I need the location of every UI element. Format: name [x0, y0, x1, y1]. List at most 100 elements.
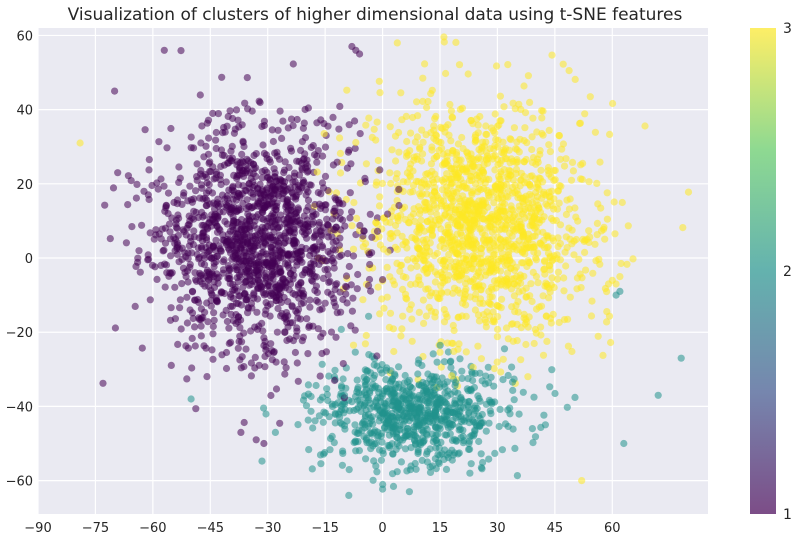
scatter-point-class-3 — [641, 122, 649, 130]
scatter-point-class-3 — [522, 155, 530, 164]
scatter-point-class-3 — [517, 356, 525, 364]
scatter-point-class-1 — [297, 219, 305, 228]
scatter-point-class-3 — [407, 129, 415, 137]
scatter-point-class-2 — [434, 458, 442, 466]
scatter-point-class-1 — [202, 234, 211, 242]
scatter-point-class-1 — [241, 249, 249, 257]
scatter-point-class-1 — [344, 250, 352, 258]
scatter-point-class-3 — [406, 147, 414, 155]
scatter-point-class-1 — [210, 283, 219, 291]
scatter-point-class-1 — [197, 271, 205, 279]
scatter-point-class-3 — [471, 284, 479, 292]
scatter-point-class-1 — [339, 295, 347, 304]
scatter-point-class-1 — [252, 164, 260, 172]
scatter-point-class-3 — [537, 331, 545, 339]
scatter-point-class-3 — [465, 177, 474, 185]
scatter-point-class-1 — [166, 228, 174, 236]
scatter-point-class-1 — [247, 174, 255, 182]
scatter-point-class-3 — [359, 243, 367, 251]
scatter-point-class-3 — [572, 235, 580, 244]
scatter-point-class-3 — [460, 295, 468, 303]
scatter-point-class-2 — [362, 455, 370, 463]
scatter-point-class-3 — [448, 238, 456, 246]
scatter-point-class-2 — [353, 376, 361, 384]
scatter-point-class-1 — [228, 241, 236, 249]
scatter-point-class-3 — [438, 289, 446, 297]
y-tick-label: 40 — [16, 104, 33, 119]
scatter-point-class-3 — [585, 238, 593, 246]
scatter-point-class-1 — [191, 323, 199, 331]
scatter-point-class-3 — [530, 213, 538, 221]
scatter-point-class-3 — [375, 202, 384, 210]
scatter-point-class-3 — [426, 239, 434, 247]
scatter-point-class-3 — [482, 122, 490, 130]
scatter-point-class-1 — [131, 302, 139, 310]
scatter-point-class-1 — [328, 256, 336, 264]
scatter-point-class-1 — [243, 155, 251, 163]
scatter-point-class-3 — [402, 152, 411, 160]
scatter-point-class-1 — [324, 222, 332, 230]
scatter-point-class-3 — [597, 204, 605, 212]
scatter-point-class-3 — [473, 203, 481, 211]
scatter-point-class-3 — [395, 148, 403, 156]
scatter-point-class-3 — [462, 348, 470, 356]
scatter-point-class-2 — [355, 389, 363, 397]
scatter-point-class-1 — [217, 146, 226, 154]
scatter-point-class-1 — [323, 215, 331, 223]
scatter-point-class-2 — [548, 366, 556, 374]
scatter-point-class-1 — [284, 252, 292, 260]
scatter-point-class-1 — [216, 176, 224, 184]
scatter-point-class-3 — [436, 242, 444, 251]
scatter-point-class-3 — [519, 194, 527, 202]
scatter-point-class-1 — [191, 269, 199, 277]
scatter-point-class-2 — [461, 398, 469, 406]
scatter-point-class-2 — [350, 406, 358, 415]
scatter-point-class-1 — [182, 342, 190, 350]
scatter-point-class-1 — [348, 208, 356, 216]
scatter-point-class-1 — [253, 325, 262, 333]
scatter-point-class-2 — [444, 454, 452, 462]
scatter-point-class-3 — [551, 166, 559, 175]
scatter-point-class-3 — [522, 284, 530, 292]
scatter-point-class-1 — [368, 249, 376, 257]
scatter-point-class-2 — [339, 447, 347, 455]
scatter-point-class-2 — [399, 394, 408, 402]
scatter-point-class-3 — [454, 313, 462, 322]
scatter-point-class-3 — [477, 147, 485, 156]
scatter-point-class-2 — [187, 395, 195, 403]
scatter-point-class-2 — [509, 425, 517, 433]
scatter-point-class-1 — [345, 146, 353, 154]
scatter-point-class-1 — [192, 405, 200, 413]
scatter-point-class-3 — [468, 155, 476, 163]
scatter-point-class-1 — [293, 261, 301, 269]
scatter-point-class-3 — [427, 307, 435, 315]
scatter-point-class-1 — [329, 113, 337, 121]
scatter-point-class-3 — [532, 272, 541, 281]
scatter-point-class-1 — [235, 258, 243, 266]
scatter-point-class-3 — [568, 347, 576, 356]
scatter-point-class-3 — [560, 274, 568, 282]
scatter-point-class-3 — [491, 166, 499, 174]
scatter-point-class-3 — [543, 337, 551, 345]
scatter-point-class-1 — [280, 293, 288, 302]
scatter-point-class-3 — [389, 325, 397, 333]
scatter-point-class-1 — [373, 352, 381, 360]
scatter-point-class-3 — [536, 208, 545, 216]
scatter-point-class-3 — [378, 295, 386, 303]
scatter-point-class-1 — [263, 169, 271, 177]
scatter-point-class-3 — [559, 60, 567, 68]
scatter-point-class-3 — [498, 198, 506, 206]
scatter-point-class-3 — [560, 287, 568, 295]
scatter-point-class-2 — [378, 438, 386, 446]
colorbar-ticks: 1 2 3 — [783, 21, 792, 523]
scatter-point-class-3 — [554, 187, 562, 195]
scatter-point-class-1 — [309, 142, 317, 150]
scatter-point-class-1 — [237, 428, 245, 436]
scatter-point-class-1 — [219, 311, 227, 319]
scatter-point-class-3 — [428, 226, 436, 234]
scatter-point-class-3 — [454, 140, 462, 148]
scatter-point-class-1 — [232, 311, 240, 319]
scatter-point-class-2 — [426, 468, 435, 476]
scatter-point-class-1 — [261, 194, 269, 202]
scatter-point-class-1 — [237, 225, 245, 233]
